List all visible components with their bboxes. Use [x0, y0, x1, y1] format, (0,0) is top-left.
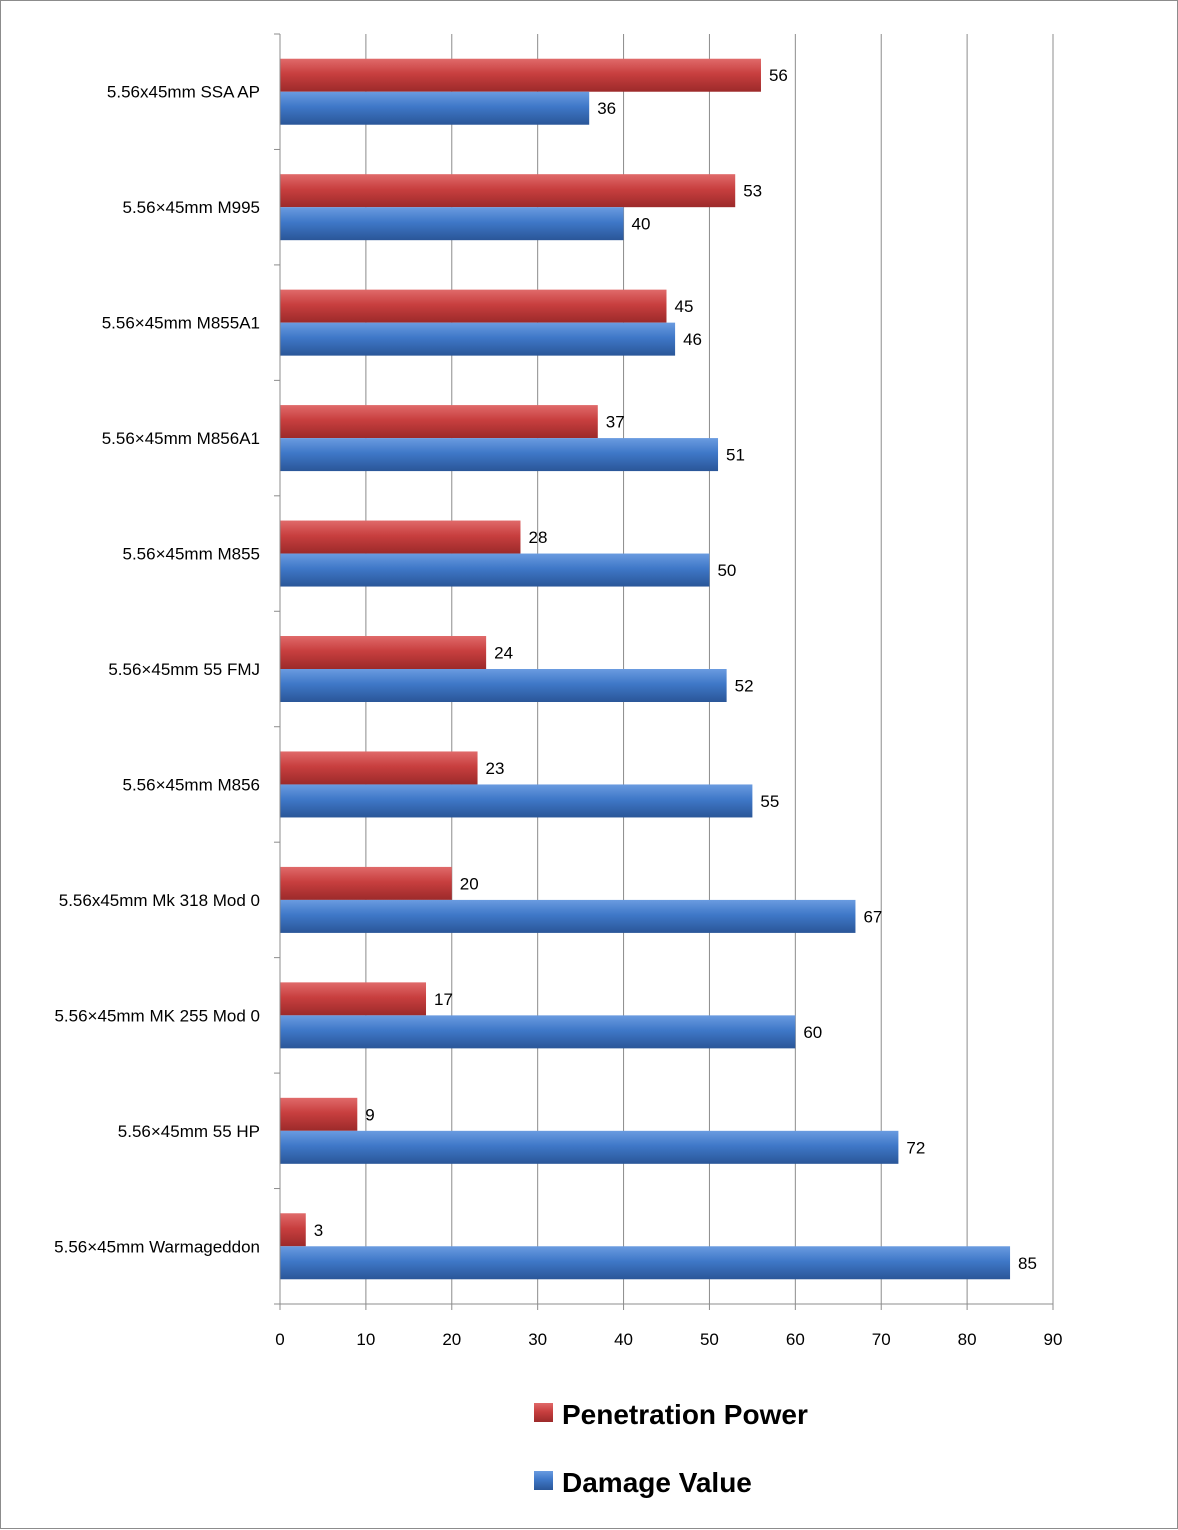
x-tick-label: 20 [442, 1330, 461, 1349]
x-tick-label: 30 [528, 1330, 547, 1349]
data-label: 45 [675, 297, 694, 316]
bar-penetration-power [280, 174, 736, 208]
data-label: 3 [314, 1221, 323, 1240]
bar-penetration-power [280, 520, 521, 554]
data-label: 20 [460, 874, 479, 893]
bar-damage-value [280, 784, 753, 818]
x-tick-label: 70 [872, 1330, 891, 1349]
data-label: 40 [632, 215, 651, 234]
data-label: 36 [597, 99, 616, 118]
category-label: 5.56×45mm M855 [123, 545, 261, 564]
data-label: 50 [717, 561, 736, 580]
axes: 0 10 20 30 40 50 60 70 80 90 [274, 33, 1063, 1349]
bar-damage-value [280, 899, 856, 933]
data-label: 60 [803, 1023, 822, 1042]
legend: Penetration Power Damage Value [534, 1399, 808, 1498]
bar-penetration-power [280, 636, 487, 669]
data-label: 56 [769, 66, 788, 85]
bar-damage-value [280, 207, 624, 241]
bar-damage-value [280, 1130, 899, 1164]
bar-damage-value [280, 1246, 1011, 1280]
x-tick-label: 0 [275, 1330, 284, 1349]
bar-penetration-power [280, 1213, 306, 1247]
data-label: 37 [606, 413, 625, 432]
data-label: 72 [906, 1138, 925, 1157]
bar-penetration-power [280, 866, 452, 900]
bar-penetration-power [280, 1097, 358, 1131]
bar-penetration-power [280, 982, 427, 1016]
category-label: 5.56×45mm M856A1 [102, 429, 260, 448]
data-label: 24 [494, 644, 513, 663]
labels: 5.56x45mm SSA AP 56 36 5.56×45mm M995 53 40 5.… [54, 66, 1037, 1273]
data-label: 53 [743, 182, 762, 201]
data-label: 67 [863, 907, 882, 926]
x-tick-label: 10 [356, 1330, 375, 1349]
x-tick-label: 40 [614, 1330, 633, 1349]
x-tick-label: 80 [958, 1330, 977, 1349]
data-label: 17 [434, 990, 453, 1009]
legend-label: Damage Value [562, 1467, 752, 1498]
data-label: 52 [735, 677, 754, 696]
category-label: 5.56×45mm M855A1 [102, 314, 260, 333]
category-label: 5.56×45mm MK 255 Mod 0 [54, 1006, 260, 1025]
bar-damage-value [280, 91, 590, 125]
category-label: 5.56×45mm M995 [123, 198, 261, 217]
category-label: 5.56x45mm Mk 318 Mod 0 [59, 891, 260, 910]
data-label: 46 [683, 330, 702, 349]
data-label: 23 [486, 759, 505, 778]
data-label: 9 [365, 1105, 374, 1124]
x-tick-label: 60 [786, 1330, 805, 1349]
bar-penetration-power [280, 58, 761, 92]
legend-swatch [534, 1403, 553, 1422]
category-label: 5.56x45mm SSA AP [107, 83, 260, 102]
category-label: 5.56×45mm 55 FMJ [108, 660, 260, 679]
data-label: 85 [1018, 1254, 1037, 1273]
bar-damage-value [280, 553, 710, 587]
data-label: 28 [528, 528, 547, 547]
x-tick-label: 90 [1044, 1330, 1063, 1349]
bar-damage-value [280, 438, 719, 472]
bar-penetration-power [280, 751, 478, 785]
bar-damage-value [280, 669, 727, 702]
bar-damage-value [280, 322, 676, 356]
data-label: 51 [726, 446, 745, 465]
bar-damage-value [280, 1015, 796, 1049]
data-label: 55 [760, 792, 779, 811]
bars [280, 58, 1011, 1280]
category-label: 5.56×45mm M856 [123, 775, 261, 794]
bar-penetration-power [280, 405, 598, 439]
bar-penetration-power [280, 289, 667, 323]
x-tick-label: 50 [700, 1330, 719, 1349]
category-label: 5.56×45mm 55 HP [118, 1122, 260, 1141]
legend-swatch [534, 1471, 553, 1490]
category-label: 5.56×45mm Warmageddon [54, 1237, 260, 1256]
legend-label: Penetration Power [562, 1399, 808, 1430]
